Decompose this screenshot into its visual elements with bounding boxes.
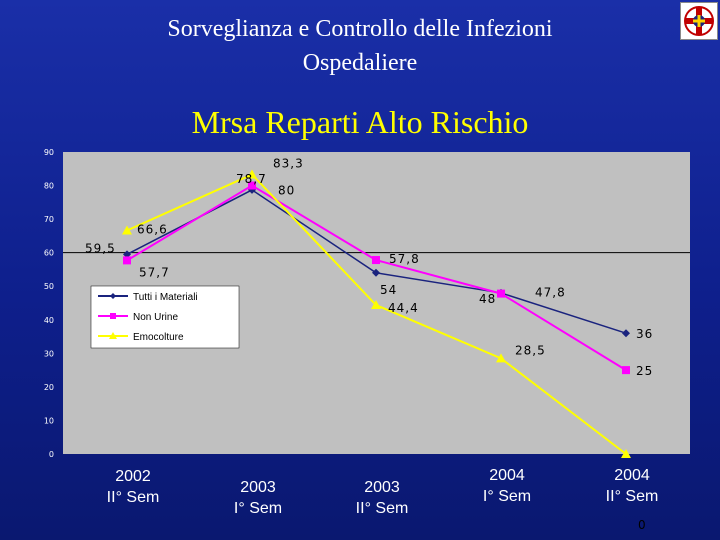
page-title-line1: Sorveglianza e Controllo delle Infezioni [167,16,553,42]
x-axis: 2002 II° Sem 2003 I° Sem 2003 II° Sem 2004 I° S… [107,467,659,517]
y-tick-label: 30 [44,349,54,358]
data-point [372,268,380,277]
data-label: 28,5 [515,343,546,357]
x-tick-label-line: II° Sem [356,500,409,517]
data-point [371,300,381,310]
line-chart: 0 10 20 30 40 50 60 70 80 90 59,5 78,7 54 48 36 57,7 80… [44,148,690,532]
data-label: 80 [278,184,295,198]
x-tick-label: 2004 I° Sem [483,467,531,505]
data-label: 57,8 [389,252,420,266]
x-tick-label-line: II° Sem [107,489,160,506]
data-point [372,256,380,265]
data-label: 25 [636,364,653,378]
x-tick-label: 2002 II° Sem [107,468,160,506]
data-point [247,169,257,179]
y-tick-label: 50 [44,282,54,291]
x-tick-label-line: 2002 [115,468,151,485]
hospital-cross-logo-icon [684,6,714,36]
y-tick-label: 80 [44,182,54,191]
data-label: 44,4 [388,301,419,315]
x-tick-label: 2003 II° Sem [356,479,409,517]
y-tick-label: 20 [44,383,54,392]
y-tick-label: 0 [49,450,54,459]
data-label: 66,6 [137,223,168,237]
data-label: 59,5 [85,241,116,255]
data-label: 36 [636,327,653,341]
y-tick-label: 60 [44,249,54,258]
data-point [621,449,631,458]
legend-entry: Emocolture [133,332,184,343]
y-tick-label: 70 [44,215,54,224]
x-tick-label-line: 2003 [240,479,276,496]
x-tick-label-line: 2004 [614,467,650,484]
data-point [496,353,506,363]
data-label: 78,7 [236,172,267,186]
hospital-logo [680,2,718,40]
data-point [497,289,505,298]
data-labels: 59,5 78,7 54 48 36 57,7 80 57,8 47,8 25 66,6 83,3 44… [85,156,653,532]
data-label: 83,3 [273,156,304,170]
data-label: 47,8 [535,286,566,300]
legend-entry: Tutti i Materiali [133,292,198,303]
legend-marker [110,293,116,299]
x-tick-label-line: I° Sem [234,500,282,517]
data-point [123,256,131,265]
x-tick-label: 2004 II° Sem [606,467,659,505]
y-tick-label: 90 [44,148,54,157]
data-point [248,181,256,190]
series-layer [122,169,631,458]
chart-title: Mrsa Reparti Alto Rischio [191,104,529,140]
legend-marker [109,332,117,339]
legend: Tutti i Materiali Non Urine Emocolture [90,285,240,349]
page-title: Sorveglianza e Controllo delle Infezioni… [60,12,660,80]
legend-entry: Non Urine [133,312,178,323]
x-tick-label-line: I° Sem [483,488,531,505]
data-point [123,250,131,259]
y-tick-label: 40 [44,316,54,325]
data-point [622,329,630,338]
data-point [122,225,132,235]
y-tick-label: 10 [44,416,54,425]
data-label: 48 [479,292,496,306]
x-tick-label-line: II° Sem [606,488,659,505]
legend-marker [110,313,116,319]
data-label: 0 [638,518,647,532]
data-label: 57,7 [139,265,170,279]
data-point [622,366,630,375]
page-title-line2: Ospedaliere [302,50,418,76]
x-tick-label-line: 2004 [489,467,525,484]
x-tick-label: 2003 I° Sem [234,479,282,517]
data-label: 54 [380,283,397,297]
y-axis: 0 10 20 30 40 50 60 70 80 90 [44,148,54,459]
x-tick-label-line: 2003 [364,479,400,496]
